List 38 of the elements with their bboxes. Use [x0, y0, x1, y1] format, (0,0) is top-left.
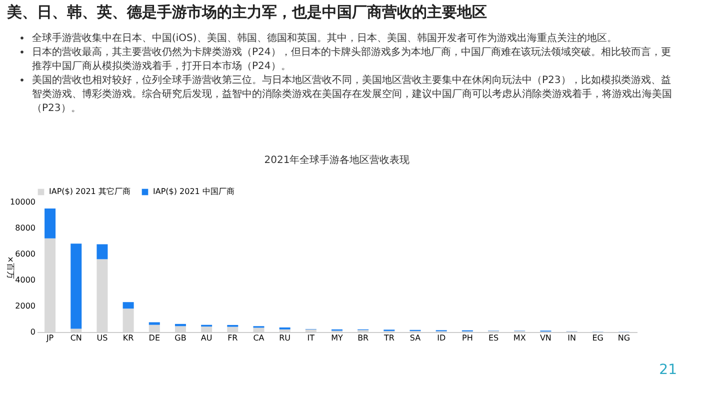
- x-tick-label: NG: [618, 334, 630, 342]
- x-tick-label: CN: [70, 334, 82, 342]
- x-tick-label: US: [96, 334, 108, 342]
- text: 美国的营收也相对较好，位列全球手游营收第三位。与日本地区营收不同，美国地区营收主要集中在休闲向玩法中（P23），比如模拟类游戏、益智类游戏、博彩类游戏。综合研究后发现，益智中的消除类游戏在美国存在发展空间，建议中国厂商可以考虑从消除类游戏着手，将游戏出海美国（P23）。: [32, 74, 672, 114]
- y-tick-label: 2000: [15, 302, 36, 310]
- x-tick-label: KR: [122, 334, 134, 342]
- x-tick-label: RU: [279, 334, 291, 342]
- text: 全球手游营收集中在日本、中国(iOS)、美国、韩国、德国和英国。其中，日本、美国、韩国开发者可作为游戏出海重点关注的地区。: [32, 32, 617, 44]
- y-tick-label: 10000: [10, 198, 36, 206]
- x-tick-label: SA: [410, 334, 422, 342]
- y-tick-label: 8000: [15, 224, 36, 232]
- x-tick-label: MY: [331, 334, 344, 342]
- y-tick-label: 0: [30, 328, 36, 336]
- text: 日本的营收最高，其主要营收仍然为卡牌类游戏（P24），但日本的卡牌头部游戏多为本地厂商，中国厂商难在该玩法领域突破。相比较而言，更推荐中国厂商从模拟类游戏着手，打开日本市场（P24）。: [32, 46, 671, 72]
- y-tick-label: 6000: [15, 250, 36, 258]
- x-tick-label: FR: [228, 334, 238, 342]
- x-tick-label: VN: [540, 334, 552, 342]
- x-tick-label: DE: [148, 334, 160, 342]
- x-tick-label: AU: [200, 334, 212, 342]
- y-tick-label: 4000: [15, 276, 36, 284]
- x-tick-label: CA: [253, 334, 265, 342]
- x-tick-label: GB: [174, 334, 186, 342]
- x-tick-label: JP: [45, 334, 54, 342]
- x-tick-label: ES: [488, 334, 499, 342]
- legend-label: IAP($) 2021 中国厂商: [153, 187, 234, 196]
- x-tick-label: EG: [592, 334, 604, 342]
- x-tick-label: TR: [382, 334, 395, 342]
- x-tick-label: ID: [437, 334, 446, 342]
- x-tick-label: PH: [462, 334, 473, 342]
- x-tick-label: IT: [307, 334, 315, 342]
- chart-title: 2021年全球手游各地区营收表现: [264, 154, 410, 166]
- x-tick-label: BR: [358, 334, 370, 342]
- legend-label: IAP($) 2021 其它厂商: [49, 187, 130, 196]
- text: 21: [659, 362, 677, 378]
- x-tick-label: MX: [513, 334, 526, 342]
- x-tick-label: IN: [568, 334, 576, 342]
- y-axis-title: ×百万: [6, 256, 16, 279]
- text: 美、日、韩、英、德是手游市场的主力军，也是中国厂商营收的主要地区: [6, 3, 487, 21]
